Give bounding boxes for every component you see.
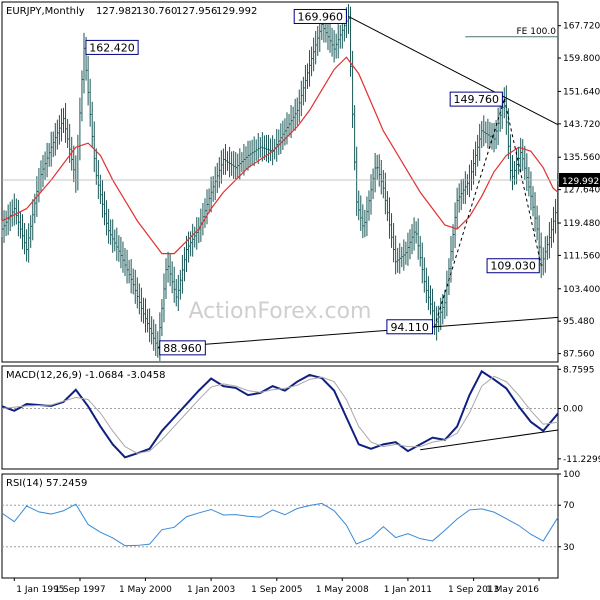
price-axis-tick-label: 135.560 (563, 153, 600, 163)
macd-signal-line (1, 375, 559, 454)
trendline (157, 316, 559, 349)
x-axis-tick-label: 1 Sep 2005 (251, 585, 302, 595)
rsi-axis-tick-label: 30 (563, 543, 575, 553)
x-axis-tick-label: 1 May 2008 (316, 585, 369, 595)
x-axis-tick-label: 1 Jan 1995 (16, 585, 64, 595)
x-axis-tick-label: 1 Jan 2011 (384, 585, 432, 595)
price-axis-tick-label: 143.720 (563, 120, 600, 130)
swing-label-box (386, 319, 433, 335)
moving-average-line (1, 56, 559, 255)
price-axis-tick-label: 151.640 (563, 87, 600, 97)
axis-layer: 87.560 95.480 103.400 111.560 119.480 127.640… (13, 22, 600, 595)
macd-line (1, 369, 559, 459)
swing-label-box (293, 8, 347, 24)
dashed-projection-line (503, 99, 542, 266)
rsi-series-layer (1, 502, 559, 548)
swing-label-value: 109.030 (490, 260, 536, 273)
macd-panel-frame (1, 365, 559, 470)
fe-100-label: FE 100.0 (517, 27, 557, 37)
dashed-projection-line (434, 98, 505, 327)
x-axis-tick-label: 1 May 2016 (486, 585, 539, 595)
macd-series-layer (1, 369, 559, 459)
annotation-layer: 162.420 169.960 88.960 94.110 149.760 109.030 (2, 8, 559, 356)
rsi-panel-title: RSI(14) 57.2459 (6, 478, 87, 489)
macd-axis-tick-label: 8.7595 (563, 365, 595, 375)
last-price-label: 129.992 (562, 177, 599, 187)
x-axis-tick-label: 1 Sep 1997 (54, 585, 105, 595)
swing-label-box (159, 340, 206, 356)
price-axis-tick-label: 127.640 (563, 186, 600, 196)
macd-axis-tick-label: 0.00 (563, 405, 583, 415)
trendline (348, 16, 559, 126)
x-axis-tick-label: 1 Sep 2013 (448, 585, 499, 595)
swing-label-value: 162.420 (89, 41, 135, 54)
rsi-axis-tick-label: 100 (563, 470, 580, 480)
swing-label-value: 149.760 (454, 93, 500, 106)
swing-label-box (449, 91, 503, 107)
price-axis-tick-label: 159.800 (563, 54, 600, 64)
swing-label-box (486, 258, 540, 274)
ohlc-high-value: 130.760 (136, 6, 177, 17)
price-series-layer (1, 4, 559, 361)
price-axis-tick-label: 87.560 (563, 350, 595, 360)
macd-panel-title: MACD(12,26,9) -1.0684 -3.0458 (6, 370, 166, 381)
watermark: ActionForex.com (189, 299, 372, 324)
rsi-axis-tick-label: 70 (563, 501, 575, 511)
swing-label-value: 94.110 (390, 321, 429, 334)
swing-label-value: 169.960 (298, 10, 344, 23)
rsi-line (1, 502, 559, 547)
macd-trendline (420, 429, 559, 451)
ohlc-close-value: 129.992 (216, 6, 257, 17)
rsi-panel-frame (1, 473, 559, 579)
ohlc-open-value: 127.982 (96, 6, 137, 17)
x-axis-tick-label: 1 Jan 2003 (187, 585, 235, 595)
price-axis-tick-label: 103.400 (563, 285, 600, 295)
price-axis-tick-label: 95.480 (563, 317, 595, 327)
swing-label-box (85, 39, 139, 55)
last-price-box (559, 172, 600, 187)
price-panel-title: EURJPY,Monthly (6, 6, 85, 17)
price-axis-tick-label: 111.560 (563, 251, 600, 261)
x-axis-tick-label: 1 May 2000 (119, 585, 172, 595)
swing-label-value: 88.960 (163, 342, 202, 355)
macd-axis-tick-label: -11.2299 (563, 455, 600, 465)
ohlc-low-value: 127.956 (176, 6, 217, 17)
price-axis-tick-label: 119.480 (563, 219, 600, 229)
price-axis-tick-label: 167.720 (563, 22, 600, 32)
